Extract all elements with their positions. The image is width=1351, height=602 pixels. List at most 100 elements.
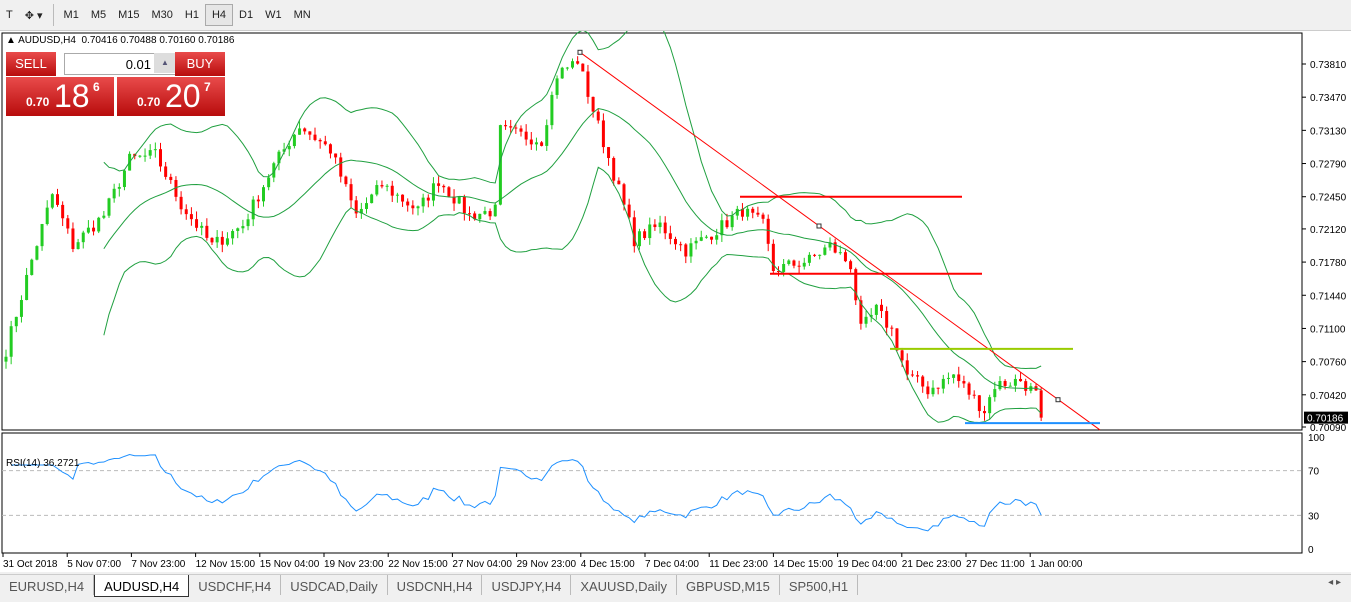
timeframe-m15[interactable]: M15	[118, 9, 140, 21]
candle-body	[596, 111, 600, 121]
candle-body	[380, 185, 384, 187]
buy-price-button[interactable]: 0.70 20 7	[117, 77, 225, 116]
chart-tab[interactable]: USDCHF,H4	[189, 575, 282, 595]
x-tick-label: 22 Nov 15:00	[388, 559, 448, 570]
timeframe-d1[interactable]: D1	[239, 9, 254, 21]
chart-tab[interactable]: XAUUSD,Daily	[571, 575, 677, 595]
candle-body	[679, 244, 683, 246]
candle-body	[86, 227, 90, 233]
candle-body	[19, 300, 23, 317]
sell-price-prefix: 0.70	[26, 95, 50, 109]
y-tick-label: 0.70420	[1310, 391, 1347, 402]
candle-body	[725, 220, 729, 228]
candle-body	[782, 263, 786, 272]
candle-body	[560, 67, 564, 79]
candle-body	[1013, 378, 1017, 386]
candle-body	[169, 176, 173, 181]
candle-body	[468, 213, 471, 215]
candle-body	[967, 383, 971, 395]
candle-body	[359, 208, 363, 214]
candle-body	[143, 155, 147, 157]
timeframe-m1[interactable]: M1	[63, 9, 79, 21]
x-tick-label: 1 Jan 00:00	[1030, 559, 1083, 570]
candle-body	[581, 63, 585, 72]
candle-body	[159, 149, 162, 167]
timeframe-m30[interactable]: M30	[151, 9, 173, 21]
candle-body	[164, 166, 168, 177]
candle-body	[277, 151, 281, 164]
candle-body	[771, 243, 775, 271]
chart-tab[interactable]: GBPUSD,M15	[677, 575, 780, 595]
candle-body	[715, 235, 719, 240]
candle-body	[431, 183, 435, 201]
candle-body	[174, 180, 178, 197]
chart-window[interactable]: 0.73810 0.73470 0.73130 0.72790 0.72450 0.721…	[0, 11, 1351, 572]
candle-body	[97, 217, 101, 232]
candle-body	[653, 224, 657, 228]
chart-tab[interactable]: EURUSD,H4	[0, 575, 95, 595]
chart-canvas[interactable]: 0.73810 0.73470 0.73130 0.72790 0.72450 0.721…	[0, 11, 1351, 572]
sell-button[interactable]: SELL	[6, 52, 56, 76]
chart-tab[interactable]: USDJPY,H4	[482, 575, 572, 595]
chart-header: ▲ AUDUSD,H4 0.70416 0.70488 0.70160 0.70…	[6, 35, 235, 46]
candle-body	[328, 144, 332, 154]
candle-body	[962, 381, 966, 384]
x-tick-label: 31 Oct 2018	[3, 559, 58, 570]
candle-body	[916, 375, 920, 377]
lots-increase-button[interactable]: ▲	[154, 53, 176, 73]
candle-body	[746, 208, 750, 217]
x-tick-label: 7 Nov 23:00	[131, 559, 185, 570]
timeframe-h1[interactable]: H1	[184, 9, 199, 21]
candle-body	[4, 356, 8, 362]
chart-tab[interactable]: USDCNH,H4	[388, 575, 483, 595]
candle-body	[1003, 381, 1007, 386]
candle-body	[35, 246, 39, 260]
candle-body	[262, 187, 265, 202]
buy-price-prefix: 0.70	[137, 95, 161, 109]
lots-input[interactable]: 0.01	[64, 53, 178, 75]
candle-body	[694, 240, 698, 244]
candle-body	[586, 71, 590, 97]
y-tick-label: 0.72450	[1310, 193, 1347, 204]
rsi-tick-label: 100	[1308, 433, 1325, 444]
candle-body	[880, 304, 883, 312]
candle-body	[231, 231, 235, 239]
buy-button[interactable]: BUY	[175, 52, 225, 76]
tab-scroll-arrows[interactable]: ◂ ▸	[1328, 577, 1341, 588]
candle-body	[195, 219, 199, 228]
chart-tab[interactable]: AUDUSD,H4	[94, 575, 190, 597]
sell-price-pipette: 6	[93, 80, 100, 94]
objects-dropdown-icon[interactable]: ✥ ▾	[24, 9, 43, 22]
rsi-tick-label: 30	[1308, 511, 1320, 522]
candle-body	[988, 397, 992, 414]
candle-body	[220, 236, 224, 245]
candle-body	[807, 254, 811, 263]
timeframe-m5[interactable]: M5	[90, 9, 107, 21]
timeframe-h4[interactable]: H4	[204, 4, 234, 26]
timeframe-mn[interactable]: MN	[293, 9, 311, 21]
candle-body	[643, 231, 647, 239]
y-tick-label: 0.72120	[1310, 225, 1347, 236]
candle-body	[483, 211, 487, 214]
candle-body	[756, 212, 760, 215]
candle-body	[576, 61, 580, 64]
candle-body	[555, 78, 559, 95]
candle-body	[735, 208, 739, 216]
candle-body	[926, 386, 930, 395]
text-tool-icon[interactable]: T	[6, 9, 13, 21]
candle-body	[267, 177, 271, 188]
candle-body	[256, 199, 260, 202]
candle-body	[122, 170, 126, 188]
x-tick-label: 15 Nov 04:00	[260, 559, 320, 570]
candle-body	[478, 213, 482, 220]
candle-body	[720, 220, 724, 236]
candle-body	[519, 128, 523, 132]
rsi-label: RSI(14) 36.2721	[6, 458, 80, 469]
candle-body	[792, 260, 796, 266]
chart-tab[interactable]: SP500,H1	[780, 575, 859, 595]
chart-tabs: EURUSD,H4 AUDUSD,H4 USDCHF,H4 USDCAD,Daily U…	[0, 574, 1351, 598]
chart-tab[interactable]: USDCAD,Daily	[281, 575, 388, 595]
sell-price-button[interactable]: 0.70 18 6	[6, 77, 114, 116]
candle-body	[849, 261, 853, 270]
timeframe-w1[interactable]: W1	[265, 9, 282, 21]
